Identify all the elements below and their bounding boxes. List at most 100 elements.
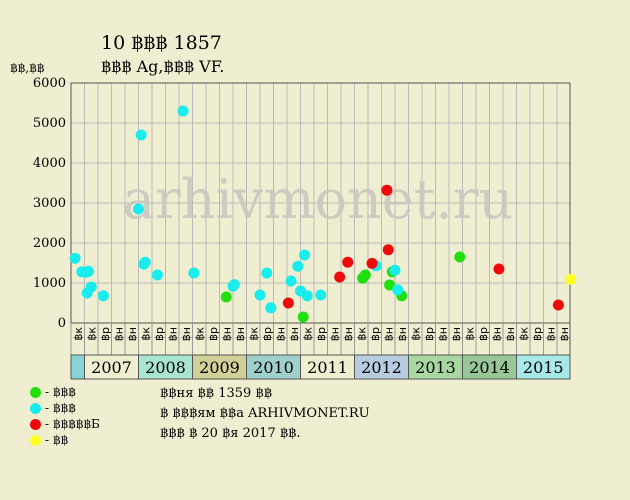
year-label: 2013 xyxy=(415,358,456,377)
y-tick-label: 1000 xyxy=(33,276,66,291)
x-tick-label: ฿к xyxy=(355,327,368,341)
legend-item: - ฿฿฿ xyxy=(30,384,100,400)
x-tick-label: ฿к xyxy=(85,327,98,341)
data-point xyxy=(381,184,393,196)
x-tick-label: ฿к xyxy=(301,327,314,341)
year-label: 2012 xyxy=(361,358,402,377)
data-point xyxy=(139,256,151,268)
data-point xyxy=(392,284,404,296)
x-tick-label: ฿н xyxy=(328,327,341,341)
data-point xyxy=(265,302,277,314)
data-point xyxy=(135,129,147,141)
legend: - ฿฿฿ - ฿฿฿ - ฿฿฿฿฿Б - ฿฿ xyxy=(30,384,100,448)
data-point xyxy=(177,105,189,117)
data-point xyxy=(315,289,327,301)
x-tick-label: ฿н xyxy=(436,327,449,341)
y-tick-label: 3000 xyxy=(33,196,66,211)
x-tick-label: ฿р xyxy=(531,327,544,341)
data-point xyxy=(97,290,109,302)
data-point xyxy=(285,275,297,287)
year-label: 2009 xyxy=(199,358,240,377)
x-tick-label: ฿н xyxy=(274,327,287,341)
y-axis-unit: ฿฿,฿฿ xyxy=(10,61,45,75)
data-point xyxy=(342,256,354,268)
legend-label: - ฿฿฿ xyxy=(45,401,76,415)
watermark: arhivmonet.ru xyxy=(123,168,513,231)
x-tick-label: ฿н xyxy=(126,327,139,341)
data-point xyxy=(83,265,95,277)
x-tick-label: ฿н xyxy=(220,327,233,341)
x-tick-label: ฿р xyxy=(207,327,220,341)
year-band xyxy=(462,354,517,380)
chart-title: 10 ฿฿฿ 1857 xyxy=(101,32,222,54)
data-point xyxy=(565,273,576,285)
footer-source: ฿ ฿฿฿ям ฿฿а ARHIVMONET.RU xyxy=(160,406,370,421)
y-tick-label: 0 xyxy=(58,316,66,331)
data-point xyxy=(254,289,266,301)
x-tick-label: ฿к xyxy=(463,327,476,341)
data-point xyxy=(552,299,564,311)
data-point xyxy=(493,263,505,275)
data-point xyxy=(133,203,144,215)
x-tick-label: ฿н xyxy=(504,327,517,341)
data-point xyxy=(228,279,240,291)
y-tick-label: 4000 xyxy=(33,156,66,171)
year-band xyxy=(354,354,409,380)
x-tick-label: ฿р xyxy=(315,327,328,341)
data-point xyxy=(297,311,309,323)
x-tick-label: ฿к xyxy=(409,327,422,341)
x-tick-label: ฿н xyxy=(180,327,193,341)
legend-item: - ฿฿ xyxy=(30,432,100,448)
x-slot-band xyxy=(70,322,571,356)
x-tick-label: ฿н xyxy=(558,327,571,341)
x-tick-label: ฿р xyxy=(99,327,112,341)
year-band xyxy=(84,354,139,380)
legend-swatch xyxy=(30,434,41,446)
x-tick-label: ฿н xyxy=(544,327,557,341)
data-point xyxy=(334,271,346,283)
data-point xyxy=(85,281,97,293)
x-tick-label: ฿н xyxy=(382,327,395,341)
data-point xyxy=(188,267,200,279)
legend-label: - ฿฿฿฿฿Б xyxy=(45,417,100,431)
data-point xyxy=(384,279,396,291)
legend-swatch xyxy=(30,402,41,414)
legend-label: - ฿฿ xyxy=(45,433,69,447)
year-band xyxy=(70,354,85,380)
footer-date: ฿฿฿ ฿ 20 ฿я 2017 ฿฿. xyxy=(160,426,301,441)
x-tick-label: ฿р xyxy=(369,327,382,341)
year-band xyxy=(246,354,301,380)
x-tick-label: ฿р xyxy=(261,327,274,341)
data-point xyxy=(382,244,394,256)
x-tick-label: ฿н xyxy=(450,327,463,341)
data-point xyxy=(292,260,304,272)
x-tick-label: ฿к xyxy=(193,327,206,341)
year-label: 2010 xyxy=(253,358,294,377)
year-band xyxy=(516,354,571,380)
data-point xyxy=(69,252,81,264)
y-tick-label: 2000 xyxy=(33,236,66,251)
x-tick-label: ฿н xyxy=(112,327,125,341)
y-tick-label: 5000 xyxy=(33,116,66,131)
legend-label: - ฿฿฿ xyxy=(45,385,76,399)
x-tick-label: ฿н xyxy=(166,327,179,341)
y-tick-label: 6000 xyxy=(33,76,66,91)
x-tick-label: ฿р xyxy=(423,327,436,341)
year-label: 2011 xyxy=(307,358,348,377)
year-label: 2014 xyxy=(469,358,510,377)
chart-subtitle: ฿฿฿ Ag,฿฿฿ VF. xyxy=(101,57,225,76)
year-band xyxy=(300,354,355,380)
year-label: 2008 xyxy=(145,358,186,377)
year-band xyxy=(192,354,247,380)
x-tick-label: ฿к xyxy=(247,327,260,341)
legend-item: - ฿฿฿ xyxy=(30,400,100,416)
x-tick-label: ฿н xyxy=(288,327,301,341)
data-point xyxy=(151,269,163,281)
data-point xyxy=(454,251,466,263)
x-tick-label: ฿к xyxy=(517,327,530,341)
year-label: 2015 xyxy=(523,358,564,377)
x-tick-label: ฿к xyxy=(72,327,85,341)
x-tick-label: ฿н xyxy=(490,327,503,341)
